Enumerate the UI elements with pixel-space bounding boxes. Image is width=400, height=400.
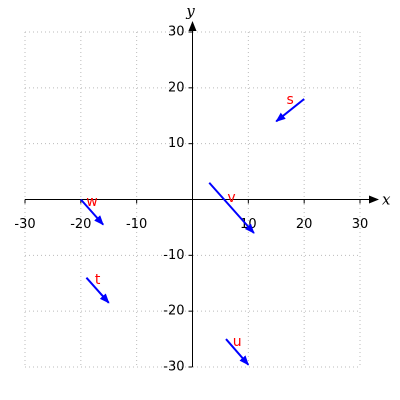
y-tick-label: -20	[163, 304, 184, 319]
y-tick-label: -10	[163, 248, 184, 263]
vector	[80, 198, 104, 226]
vector-label: u	[233, 334, 242, 350]
x-tick-label: -30	[14, 217, 35, 232]
y-tick-label: 10	[168, 136, 185, 151]
x-axis-label: x	[382, 191, 391, 209]
y-tick-label: 20	[168, 80, 185, 95]
y-tick-label: 30	[168, 25, 185, 40]
vector-label: v	[227, 190, 235, 206]
vector-label: t	[95, 272, 101, 288]
vector	[85, 277, 110, 304]
vector	[225, 338, 250, 366]
y-tick-label: -30	[163, 360, 184, 375]
x-tick-label: 20	[296, 217, 313, 232]
vector-label: s	[287, 92, 294, 108]
vector	[208, 182, 255, 234]
x-tick-label: 30	[352, 217, 369, 232]
x-tick-label: -10	[126, 217, 147, 232]
vector	[275, 98, 305, 123]
y-axis-label: y	[185, 2, 195, 20]
vector-label: w	[86, 194, 97, 210]
x-tick-label: -20	[70, 217, 91, 232]
